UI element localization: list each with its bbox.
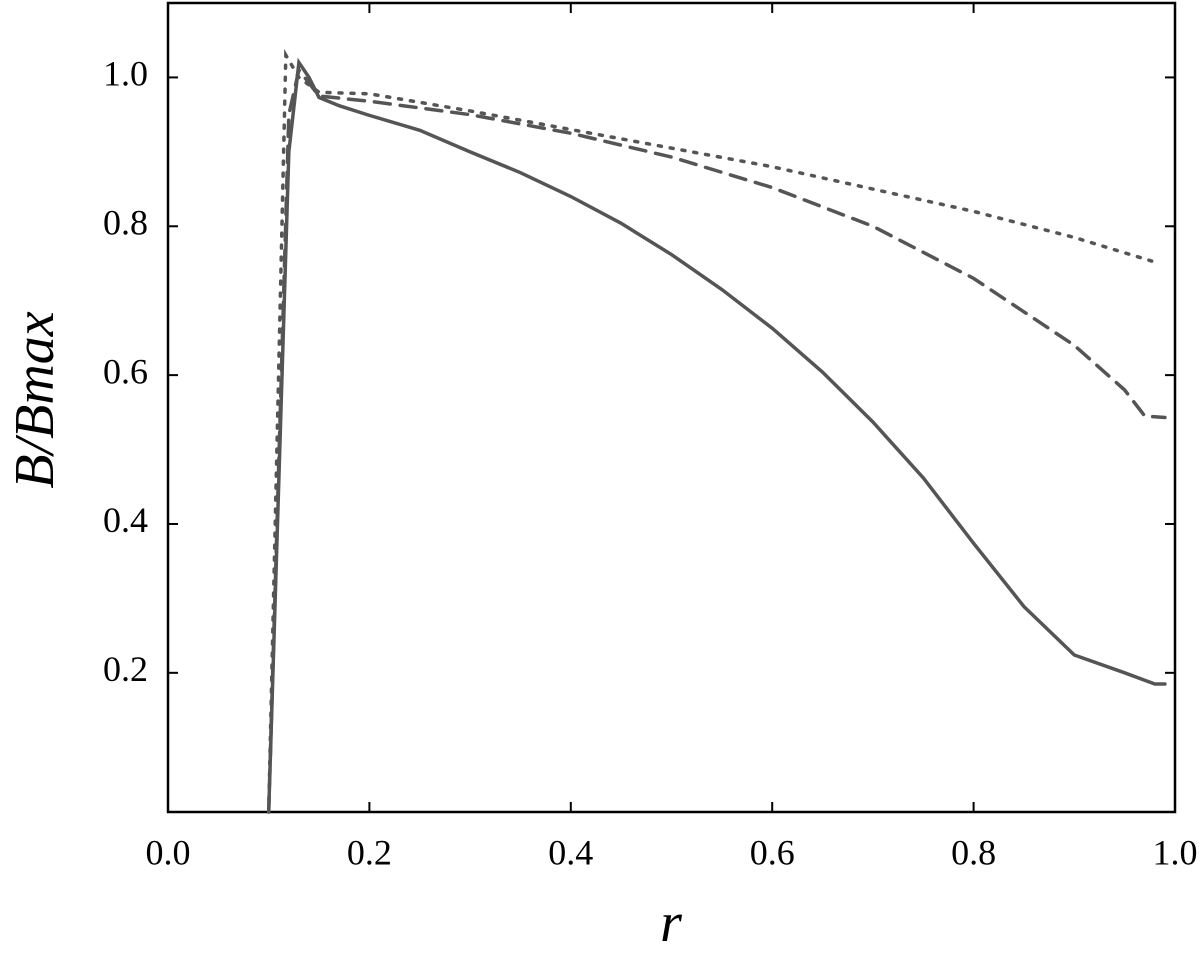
x-tick-label: 0.4: [548, 832, 593, 872]
y-tick-label: 0.6: [103, 351, 148, 391]
y-tick-label: 1.0: [103, 54, 148, 94]
y-axis-label: B/Bmax: [4, 311, 66, 488]
plot-frame: [166, 1, 1177, 814]
line-series: [266, 48, 1157, 814]
line-series: [266, 65, 1167, 814]
x-tick-label: 0.8: [951, 832, 996, 872]
x-tick-label: 0.2: [347, 832, 392, 872]
y-tick-label: 0.2: [103, 649, 148, 689]
y-tick-label: 0.4: [103, 500, 148, 540]
y-tick-label: 0.8: [103, 203, 148, 243]
x-tick-label: 0.0: [146, 832, 191, 872]
line-series: [266, 57, 1167, 814]
x-axis-label: r: [660, 892, 682, 954]
x-tick-label: 0.6: [750, 832, 795, 872]
x-tick-label: 1.0: [1153, 832, 1198, 872]
